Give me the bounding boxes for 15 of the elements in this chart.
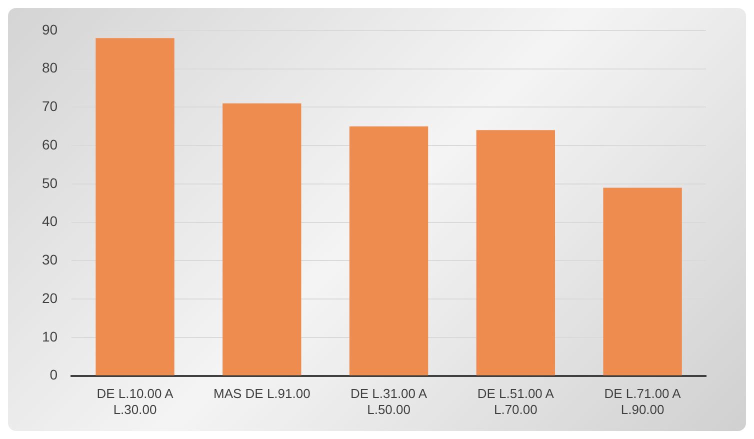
y-tick-label: 10 xyxy=(42,328,58,344)
y-tick-label: 30 xyxy=(42,252,58,268)
x-tick-label: MAS DE L.91.00 xyxy=(213,386,310,402)
x-tick-label: DE L.31.00 A L.50.00 xyxy=(350,386,428,417)
x-tick-label: DE L.10.00 A L.30.00 xyxy=(96,386,174,417)
y-tick-label: 20 xyxy=(42,290,58,306)
y-tick-label: 60 xyxy=(42,136,58,152)
x-tick-label: DE L.51.00 A L.70.00 xyxy=(477,386,554,417)
y-tick-label: 80 xyxy=(42,60,58,76)
y-tick-label: 90 xyxy=(42,21,58,38)
y-tick-label: 40 xyxy=(42,213,58,230)
y-tick-label: 50 xyxy=(42,174,58,191)
y-tick-label: 0 xyxy=(50,366,58,383)
x-tick-label: DE L.71.00 A L.90.00 xyxy=(604,386,682,417)
y-tick-label: 70 xyxy=(42,98,58,114)
